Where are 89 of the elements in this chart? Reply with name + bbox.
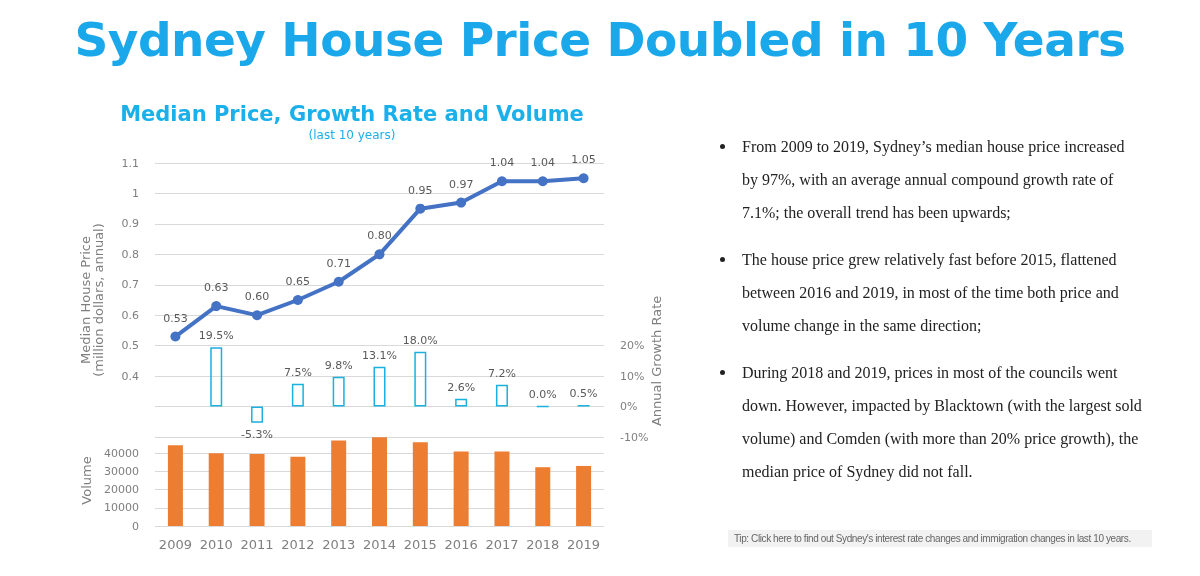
y-axis-title: Median House Price (million dollars, annual) [78, 223, 106, 377]
y2-tick-label: 20% [620, 339, 645, 353]
bar [535, 467, 551, 526]
y-tick-label: 0.8 [121, 247, 139, 261]
data-label: -5.3% [241, 427, 274, 441]
x-tick-label: 2016 [444, 537, 478, 552]
data-label: 0.0% [528, 387, 557, 401]
y-tick-label: 30000 [104, 464, 139, 478]
data-label: 0.71 [326, 256, 351, 270]
y-tick-label: 0.5 [121, 339, 139, 353]
x-tick-label: 2010 [199, 537, 233, 552]
text: Sydney House Price Doubled in 10 Years [73, 12, 1127, 67]
x-tick-label: 2019 [567, 537, 601, 552]
bar [455, 398, 468, 407]
bar [291, 383, 304, 407]
bar [414, 351, 427, 407]
data-label: 1.05 [571, 153, 596, 167]
x-tick-label: 2015 [403, 537, 437, 552]
data-label: 1.04 [530, 156, 556, 170]
data-label: 13.1% [362, 348, 397, 362]
data-label: 19.5% [198, 329, 234, 343]
bar [251, 406, 264, 423]
x-tick-label: 2013 [322, 537, 356, 552]
y-tick-label: 1 [132, 186, 139, 200]
y-tick-label: 0.7 [121, 278, 139, 292]
data-label: 0.97 [448, 177, 474, 191]
data-label: 0.65 [285, 275, 311, 288]
x-tick-label: 2009 [158, 537, 192, 552]
text: During 2018 and 2019, prices in most of the councils went down. However, impacted by Blacktown (with the largest sold volume) and Comden (with more than 20% price growth), the median price of Sydney did not fall. [742, 363, 1142, 483]
y-axis-title: Volume [79, 456, 95, 505]
y2-axis-title: Annual Growth Rate [648, 295, 664, 427]
y-tick-label: 0.6 [121, 308, 139, 322]
y2-tick-label: -10% [620, 430, 649, 444]
text: From 2009 to 2019, Sydney’s median house price increased by 97%, with an average annual compound growth rate of 7.1%; the overall trend has been upwards; [742, 137, 1126, 224]
bar [372, 437, 387, 526]
data-label: 1.04 [489, 156, 515, 170]
point [537, 176, 548, 187]
y2-tick-label: 0% [620, 400, 638, 414]
bar [495, 384, 508, 407]
y-tick-label: 10000 [104, 501, 139, 515]
data-label: 7.5% [283, 365, 312, 379]
y-tick-label: 0.9 [121, 217, 139, 231]
data-label: 0.60 [244, 290, 270, 304]
text: Tip: Click here to find out Sydney's interest rate changes and immigration changes in last 10 years. [728, 530, 1152, 547]
bar [290, 456, 306, 526]
bar [494, 451, 510, 526]
data-label: 7.2% [487, 366, 516, 380]
y-tick-label: 1.1 [121, 156, 139, 170]
y-tick-label: 20000 [104, 483, 139, 497]
bar [331, 440, 347, 526]
data-label: 0.80 [367, 229, 392, 243]
x-tick-label: 2018 [526, 537, 560, 552]
bar [412, 442, 428, 526]
point [292, 295, 303, 305]
bar [576, 465, 592, 526]
y-tick-label: 0 [132, 519, 139, 533]
bar [210, 347, 223, 407]
bar [167, 445, 183, 526]
bar [249, 454, 265, 526]
point [578, 173, 589, 184]
data-label: 0.5% [569, 387, 598, 401]
data-label: 0.53 [163, 311, 188, 325]
y-tick-label: 40000 [104, 446, 139, 460]
y2-tick-label: 10% [620, 369, 645, 383]
point [252, 310, 263, 321]
chart-subtitle: (last 10 years) [308, 128, 396, 142]
data-label: 18.0% [402, 333, 438, 347]
data-label: 9.8% [324, 358, 353, 372]
bar [208, 453, 224, 526]
bar [453, 451, 469, 526]
y-tick-label: 0.4 [121, 369, 139, 383]
x-tick-label: 2017 [485, 537, 519, 552]
data-label: 0.95 [408, 183, 433, 197]
point [374, 249, 385, 260]
point [415, 203, 426, 214]
x-tick-label: 2014 [362, 537, 397, 552]
data-label: 0.63 [203, 281, 229, 295]
point [333, 276, 344, 287]
data-label: 2.6% [447, 380, 476, 394]
x-tick-label: 2011 [240, 537, 274, 552]
point [170, 331, 181, 342]
point [456, 197, 467, 208]
bar [373, 366, 386, 407]
bar [332, 376, 345, 407]
x-tick-label: 2012 [281, 537, 315, 552]
chart-title: Median Price, Growth Rate and Volume [120, 101, 584, 126]
text: The house price grew relatively fast before 2015, flattened between 2016 and 2019, in most of the time both price and volume change in the same direction; [742, 250, 1120, 337]
point [211, 301, 222, 312]
point [496, 176, 507, 187]
